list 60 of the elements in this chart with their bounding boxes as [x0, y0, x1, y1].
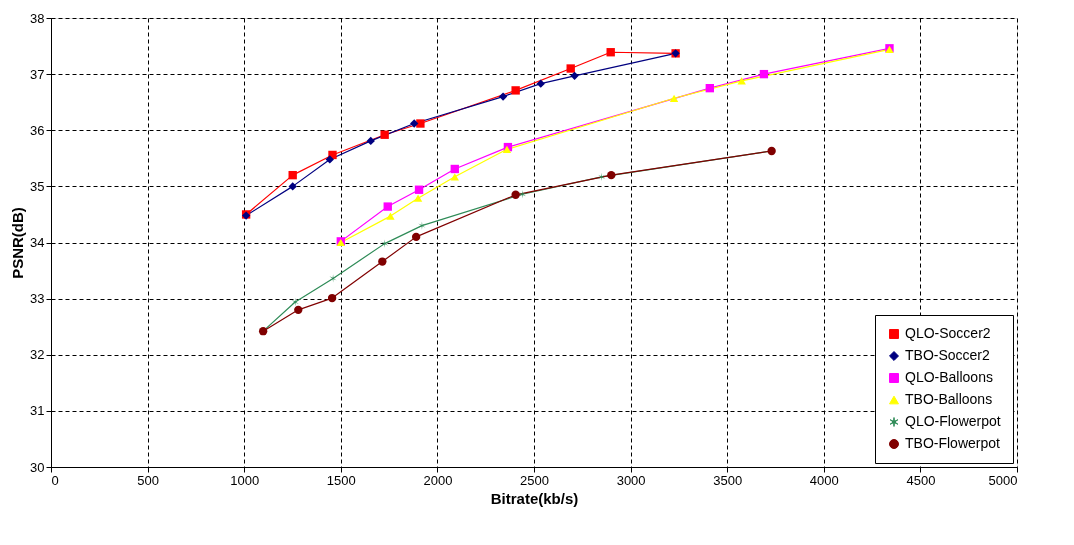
point [518, 190, 527, 199]
y-tick-label: 35 [30, 178, 45, 194]
point [705, 83, 714, 93]
x-tick-label: 4000 [809, 472, 839, 488]
x-tick-label: 5000 [988, 472, 1018, 488]
y-tick-label: 31 [30, 403, 45, 419]
point [413, 194, 423, 202]
point [386, 212, 395, 220]
point [288, 170, 297, 180]
point [598, 172, 606, 182]
point [416, 119, 425, 128]
point [294, 305, 303, 315]
point [291, 297, 299, 307]
point [566, 64, 575, 73]
legend-label: QLO-Flowerpot [905, 413, 1001, 429]
point [669, 94, 679, 102]
y-tick-label: 34 [30, 235, 45, 250]
point [450, 164, 459, 174]
point [380, 130, 389, 139]
point [414, 185, 424, 194]
point [410, 119, 419, 128]
point [325, 155, 334, 164]
point [378, 257, 387, 266]
point [536, 79, 545, 88]
point [606, 48, 615, 57]
point [607, 170, 616, 180]
x-axis-title: Bitrate(kb/s) [490, 489, 579, 507]
legend-label: TBO-Flowerpot [905, 435, 1001, 451]
point [288, 182, 297, 191]
point [511, 86, 520, 95]
point [327, 293, 337, 303]
point [411, 232, 421, 242]
x-tick-label: 1000 [230, 472, 260, 488]
x-tick-label: 2500 [520, 472, 549, 488]
point [450, 173, 459, 181]
legend-label: QLO-Soccer2 [905, 325, 991, 341]
point [383, 202, 392, 211]
point [511, 190, 520, 199]
y-tick-label: 30 [30, 459, 45, 475]
legend-label: TBO-Soccer2 [905, 347, 991, 363]
x-tick-label: 3500 [713, 472, 743, 488]
legend-label: QLO-Balloons [905, 369, 993, 385]
point [498, 92, 508, 101]
point [366, 136, 375, 146]
y-tick-label: 38 [30, 10, 45, 26]
legend-label: TBO-Balloons [905, 391, 993, 407]
y-tick-label: 33 [30, 291, 45, 307]
point [759, 69, 769, 79]
point [381, 239, 389, 248]
y-tick-label: 32 [30, 347, 45, 363]
x-tick-label: 3000 [616, 472, 646, 488]
x-tick-label: 500 [137, 472, 159, 488]
y-tick-label: 36 [30, 122, 45, 138]
x-tick-label: 1500 [326, 472, 356, 488]
x-tick-label: 2000 [423, 472, 453, 488]
y-tick-label: 37 [30, 66, 45, 82]
y-axis-title: PSNR(dB) [9, 207, 27, 279]
x-tick-label: 0 [51, 472, 59, 488]
x-tick-label: 4500 [906, 472, 936, 488]
point [570, 71, 579, 80]
